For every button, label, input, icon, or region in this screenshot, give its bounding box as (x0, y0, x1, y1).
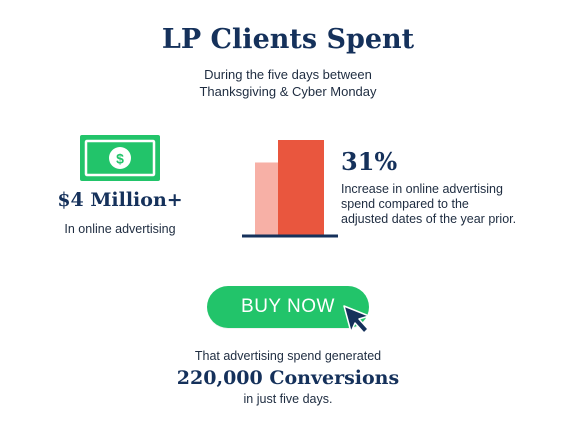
footer-headline: 220,000 Conversions (176, 367, 400, 389)
right-stat-value: 31% (341, 147, 398, 176)
bar-prior-year (255, 162, 280, 235)
bar-graphic (242, 140, 338, 238)
money-bill-icon: $ (80, 135, 160, 181)
footer-line-1: That advertising spend generated (194, 349, 382, 363)
footer-line-3: in just five days. (243, 392, 333, 406)
buy-now-button[interactable]: BUY NOW (207, 286, 369, 328)
right-desc-line-3: adjusted dates of the year prior. (341, 212, 517, 226)
right-desc-line-2: spend compared to the (341, 197, 469, 211)
bar-current-year (278, 140, 324, 235)
left-stat-description: In online advertising (64, 222, 176, 236)
subtitle-line-2: Thanksgiving & Cyber Monday (199, 84, 377, 99)
page-title: LP Clients Spent (161, 24, 415, 55)
left-stat-value: $4 Million+ (57, 189, 183, 211)
right-desc-line-1: Increase in online advertising (341, 182, 503, 196)
money-bill-glyph: $ (116, 151, 124, 167)
subtitle-line-1: During the five days between (204, 67, 372, 82)
cursor-arrow-icon (343, 305, 370, 334)
right-stat-description: Increase in online advertising spend com… (341, 182, 551, 227)
subtitle: During the five days between Thanksgivin… (0, 66, 576, 100)
